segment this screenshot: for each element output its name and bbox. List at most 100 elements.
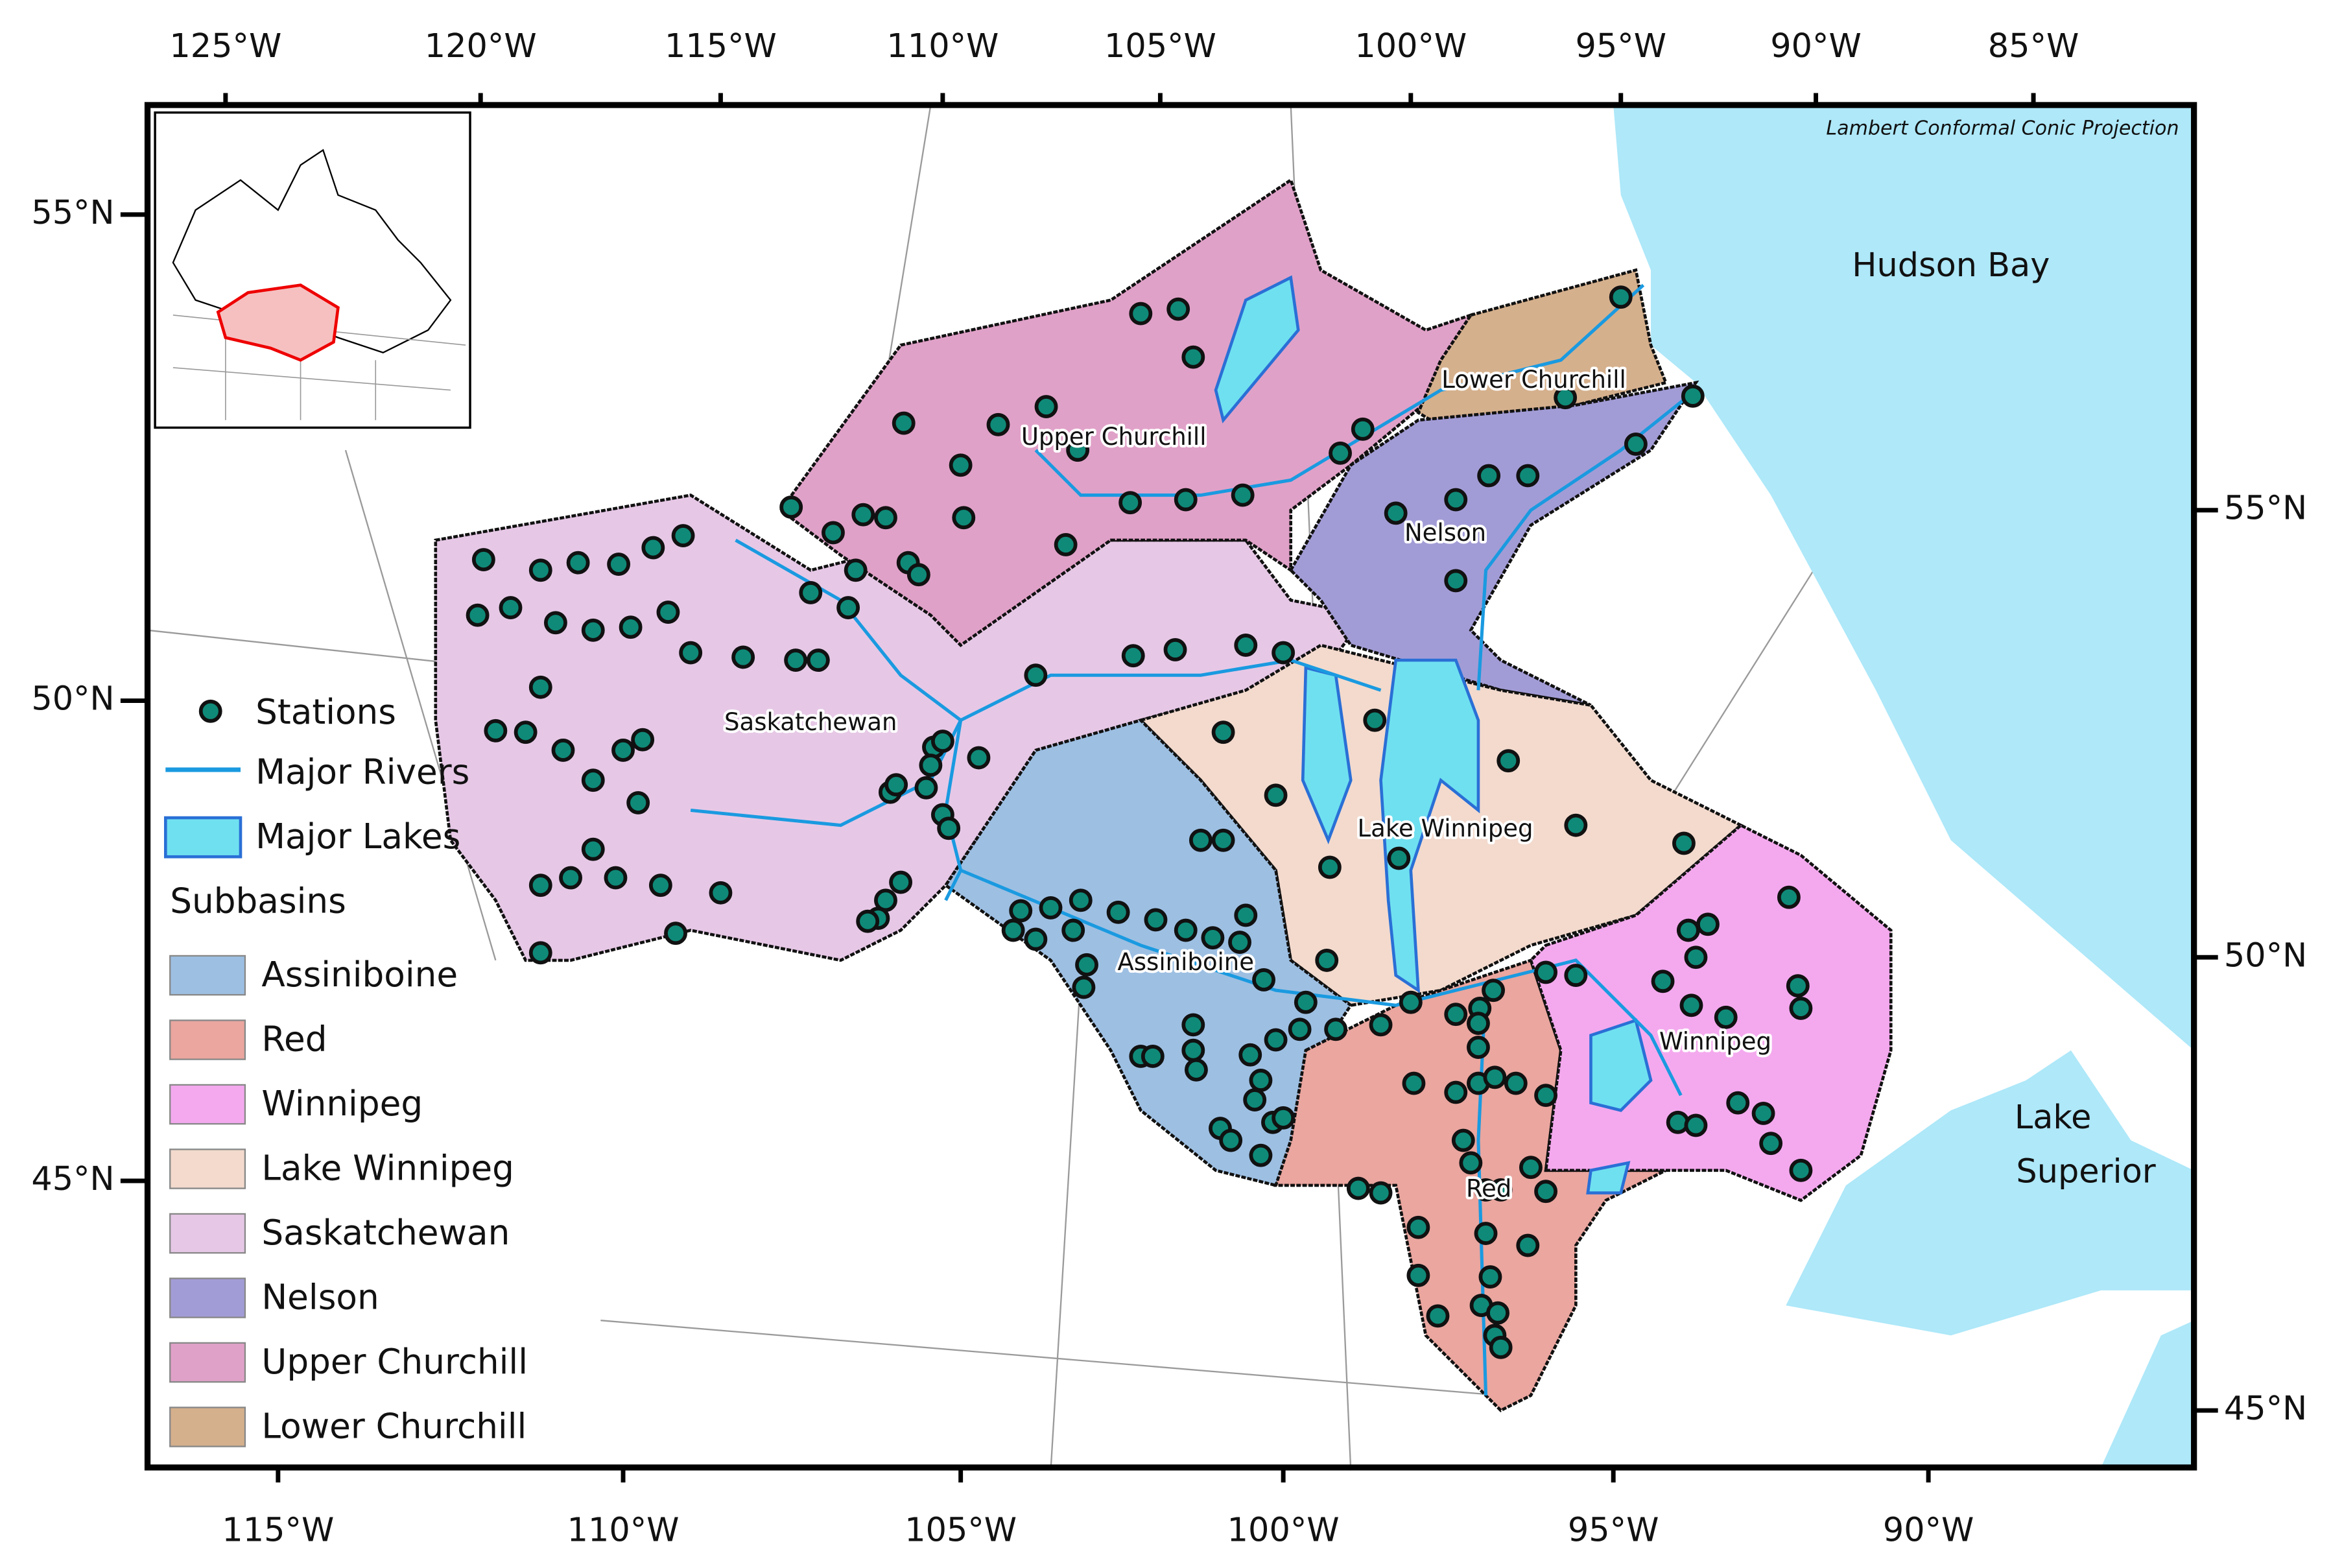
station — [466, 603, 490, 627]
station — [1554, 386, 1578, 410]
station — [656, 600, 680, 624]
legend-label: Nelson — [261, 1277, 379, 1317]
station — [1054, 533, 1078, 556]
station — [499, 596, 523, 620]
station — [906, 563, 930, 587]
station — [952, 506, 976, 530]
station — [1534, 960, 1557, 984]
station — [1249, 1069, 1273, 1092]
station — [1272, 641, 1296, 665]
legend-swatch — [169, 1277, 246, 1318]
station — [581, 768, 605, 792]
station — [471, 548, 495, 572]
tick-label: 90°W — [1770, 27, 1862, 65]
basins — [434, 178, 1893, 1412]
station — [1118, 491, 1142, 515]
water-label: Superior — [2016, 1152, 2155, 1191]
river — [960, 868, 1487, 1007]
station — [1166, 297, 1190, 321]
station — [1211, 828, 1235, 852]
station — [1189, 828, 1213, 852]
station — [1181, 1013, 1205, 1037]
station — [1163, 637, 1187, 661]
station — [1399, 990, 1423, 1014]
station — [1696, 912, 1720, 936]
station — [514, 720, 538, 744]
station — [551, 739, 575, 762]
tick-label: 105°W — [1104, 27, 1216, 65]
station — [844, 558, 868, 582]
river — [960, 658, 1382, 722]
station — [1477, 464, 1501, 488]
station — [822, 521, 845, 545]
station — [1426, 1304, 1450, 1328]
station — [967, 746, 991, 770]
station — [1234, 634, 1258, 657]
station — [1009, 899, 1033, 923]
tick-label: 95°W — [1568, 1511, 1659, 1549]
station — [619, 615, 643, 639]
station — [1066, 438, 1090, 462]
station — [836, 596, 860, 620]
station — [779, 495, 803, 519]
station — [1072, 975, 1096, 999]
station — [851, 503, 875, 527]
station — [1324, 1017, 1348, 1041]
station — [1238, 1043, 1262, 1067]
tick-label: 100°W — [1227, 1511, 1340, 1549]
station — [1001, 918, 1025, 942]
basin-label: Lower Churchill — [1441, 366, 1626, 394]
station — [1288, 1017, 1312, 1041]
station — [1751, 1101, 1775, 1125]
station — [1684, 1113, 1708, 1137]
station — [566, 551, 590, 575]
station — [528, 873, 552, 897]
station — [1129, 302, 1153, 326]
station — [1024, 663, 1048, 687]
station — [641, 536, 665, 560]
tick-label: 50°N — [31, 680, 114, 719]
station — [581, 618, 605, 642]
station — [1482, 979, 1506, 1003]
station — [664, 921, 687, 945]
station — [1777, 885, 1801, 909]
tick-label: 110°W — [567, 1511, 680, 1549]
legend-lake-symbol — [163, 816, 243, 859]
station — [528, 558, 552, 582]
major-lakes — [1214, 275, 1653, 1194]
station — [914, 776, 938, 800]
map-frame — [144, 102, 2197, 1471]
station — [1444, 1003, 1468, 1027]
station — [1467, 1012, 1490, 1035]
basin-label: Assiniboine — [1117, 948, 1254, 976]
tick-label: 95°W — [1575, 27, 1666, 65]
station — [709, 881, 733, 905]
station — [1681, 384, 1705, 408]
station — [1564, 813, 1588, 837]
station — [1406, 1263, 1430, 1287]
station — [1726, 1091, 1750, 1115]
station — [1497, 749, 1520, 773]
station — [1609, 285, 1633, 309]
legend-swatch — [169, 1213, 246, 1254]
station — [1201, 926, 1225, 950]
lake — [1214, 275, 1300, 423]
legend-title: Subbasins — [170, 881, 346, 921]
station — [1252, 968, 1275, 992]
station — [1459, 1151, 1483, 1175]
station — [1564, 964, 1588, 987]
legend-label: Lower Churchill — [261, 1406, 527, 1446]
station — [1684, 945, 1708, 969]
station — [1061, 918, 1085, 942]
legend-swatch — [169, 1148, 246, 1189]
tick-label: 115°W — [665, 27, 777, 65]
station — [1069, 888, 1093, 912]
station — [1272, 1106, 1296, 1130]
station — [611, 739, 635, 762]
station — [1181, 345, 1205, 369]
station — [1315, 948, 1339, 972]
station — [1489, 1178, 1513, 1202]
station — [543, 611, 567, 635]
tick-label: 45°N — [31, 1160, 114, 1198]
